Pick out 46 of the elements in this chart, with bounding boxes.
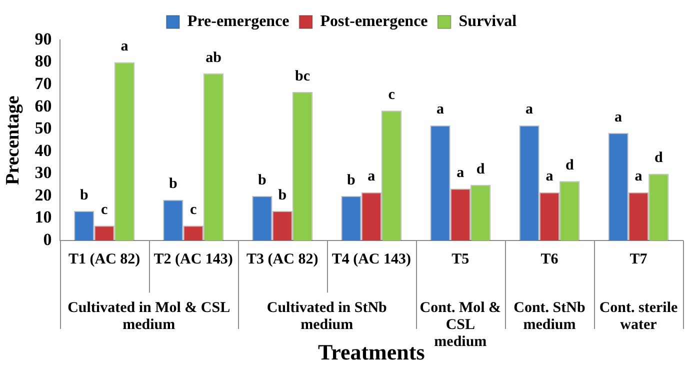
x-tick-label: T6 [540,251,559,268]
x-tick-label: T2 (AC 143) [154,251,233,268]
x-tick-label: T7 [630,251,648,268]
x-tick-label: T3 (AC 82) [246,251,318,268]
text: Cont. StNb medium [514,300,586,333]
y-tick-label: 50 [34,118,52,138]
text: Cultivated in StNb medium [266,300,387,333]
data-label: d [654,150,664,166]
data-label: bc [295,68,310,84]
data-label: b [80,187,88,204]
y-tick-label: 20 [34,185,52,204]
legend-label: Survival [458,13,518,30]
data-label: c [190,202,198,218]
legend-label: Pre-emergence [187,13,290,30]
y-tick-label: 80 [34,52,52,71]
data-label: b [258,172,266,188]
y-tick-label: 70 [34,74,52,93]
data-label: c [388,87,396,104]
x-tick-label: T4 (AC 143) [332,251,411,268]
data-label: a [546,168,554,185]
data-label: a [368,168,376,185]
data-label: b [278,187,287,204]
data-label: a [120,38,129,55]
y-tick-label: 40 [34,140,52,160]
data-label: a [634,168,643,185]
data-label: b [168,176,178,192]
x-tick-label: T5 [452,251,470,268]
y-tick-label: 0 [43,230,52,249]
data-label: c [100,202,108,218]
data-label: d [476,161,486,178]
data-label: ab [206,50,222,66]
legend-label: Post-emergence [320,13,428,30]
data-label: a [526,102,534,118]
y-tick-label: 10 [34,208,52,227]
x-tick-label: T1 (AC 82) [68,251,140,268]
data-label: a [456,165,465,182]
text: Cont. sterile water [599,300,678,333]
data-label: b [347,172,356,188]
data-label: d [565,157,574,174]
y-tick-label: 90 [34,29,52,48]
y-axis-title: Precentage [2,96,24,185]
y-tick-label: 30 [34,163,52,182]
data-label: a [436,102,444,118]
data-label: a [614,109,623,126]
y-tick-label: 60 [34,96,52,116]
text: Cultivated in Mol & CSL medium [68,300,230,333]
